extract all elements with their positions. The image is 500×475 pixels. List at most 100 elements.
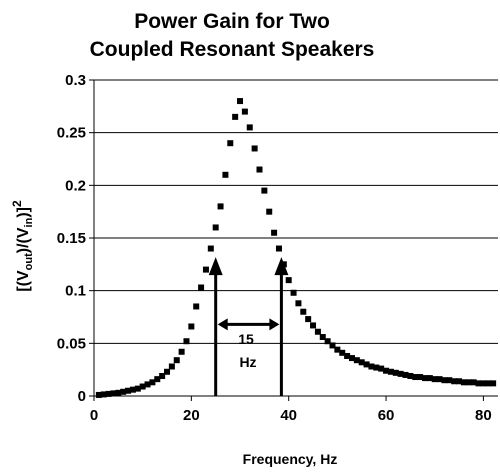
data-point — [193, 303, 200, 310]
data-point — [295, 300, 302, 307]
data-point — [198, 284, 205, 291]
data-point — [256, 166, 263, 173]
data-points — [95, 98, 497, 398]
y-tick-label-2: 0.1 — [65, 283, 86, 300]
data-point — [144, 381, 151, 388]
data-point — [373, 364, 380, 371]
data-point — [237, 98, 244, 105]
annotation-arrows — [208, 257, 289, 396]
data-point — [227, 140, 234, 147]
data-point — [95, 391, 102, 398]
x-tick-label-4: 80 — [475, 407, 492, 424]
data-point — [485, 380, 492, 387]
data-point — [173, 357, 180, 364]
y-axis-label: [(Vout)/(Vin)]2 — [10, 200, 35, 292]
x-tick-label-3: 60 — [378, 407, 395, 424]
peak-arrow-head-0 — [208, 257, 223, 276]
chart-title-line2: Coupled Resonant Speakers — [89, 38, 375, 61]
data-point — [183, 338, 190, 345]
data-point — [134, 385, 141, 392]
data-point — [383, 367, 390, 374]
data-point — [431, 376, 438, 383]
data-point — [188, 323, 195, 330]
data-point — [334, 346, 341, 353]
data-point — [212, 224, 219, 231]
data-point — [222, 171, 229, 178]
y-tick-label-4: 0.2 — [65, 177, 86, 194]
data-point — [154, 376, 161, 383]
data-point — [120, 388, 127, 395]
y-tick-label-3: 0.15 — [57, 230, 86, 247]
data-point — [285, 277, 292, 284]
data-point — [261, 187, 268, 194]
y-label-sub-in: in — [23, 217, 35, 227]
y-label-part2: )/(V — [15, 227, 32, 253]
data-point — [397, 370, 404, 377]
data-point — [324, 338, 331, 345]
annotation-15: 15 — [238, 331, 254, 347]
data-point — [232, 113, 239, 120]
tick-labels: 0 0.05 0.1 0.15 0.2 0.25 0.3 0 20 40 60 80 — [57, 72, 492, 424]
data-point — [348, 355, 355, 362]
data-point — [125, 387, 132, 394]
data-point — [480, 380, 487, 387]
y-tick-label-0: 0 — [78, 388, 86, 405]
data-point — [251, 145, 258, 152]
x-axis-label: Frequency, Hz — [243, 451, 338, 467]
data-point — [207, 245, 214, 252]
data-point — [407, 372, 414, 379]
data-point — [105, 390, 112, 397]
data-point — [241, 108, 248, 115]
axes — [89, 79, 498, 401]
data-point — [271, 229, 278, 236]
data-point — [290, 289, 297, 296]
data-point — [353, 357, 360, 364]
x-tick-label-2: 40 — [280, 407, 297, 424]
data-point — [217, 203, 224, 210]
data-point — [451, 378, 458, 385]
data-point — [246, 124, 253, 131]
data-point — [392, 369, 399, 376]
data-point — [139, 383, 146, 390]
y-tick-label-1: 0.05 — [57, 335, 86, 352]
data-point — [115, 389, 122, 396]
data-point — [310, 322, 317, 329]
bandwidth-arrow-right-head — [269, 318, 280, 331]
y-label-sup: 2 — [10, 200, 24, 207]
y-label-part1: [(V — [15, 270, 32, 292]
data-point — [275, 245, 282, 252]
data-point — [305, 316, 312, 323]
data-point — [490, 380, 497, 387]
data-point — [470, 379, 477, 386]
data-point — [164, 368, 171, 375]
y-tick-label-5: 0.25 — [57, 125, 86, 142]
bandwidth-arrow-left-head — [217, 318, 228, 331]
gridlines — [94, 79, 498, 344]
y-label-part3: )] — [15, 207, 32, 218]
data-point — [426, 375, 433, 382]
x-tick-label-0: 0 — [90, 407, 98, 424]
data-point — [329, 342, 336, 349]
data-point — [436, 376, 443, 383]
data-point — [378, 365, 385, 372]
data-point — [202, 266, 209, 273]
data-point — [358, 359, 365, 366]
data-point — [149, 379, 156, 386]
chart-title-line1: Power Gain for Two — [134, 10, 330, 33]
data-point — [441, 377, 448, 384]
data-point — [100, 391, 107, 398]
data-point — [314, 328, 321, 335]
y-label-sub-out: out — [23, 253, 35, 270]
data-point — [412, 374, 419, 381]
data-point — [363, 361, 370, 368]
data-point — [344, 352, 351, 359]
data-point — [421, 375, 428, 382]
data-point — [266, 208, 273, 215]
data-point — [456, 378, 463, 385]
data-point — [339, 349, 346, 356]
data-point — [465, 379, 472, 386]
x-tick-label-1: 20 — [183, 407, 200, 424]
data-point — [368, 363, 375, 370]
data-point — [387, 368, 394, 375]
